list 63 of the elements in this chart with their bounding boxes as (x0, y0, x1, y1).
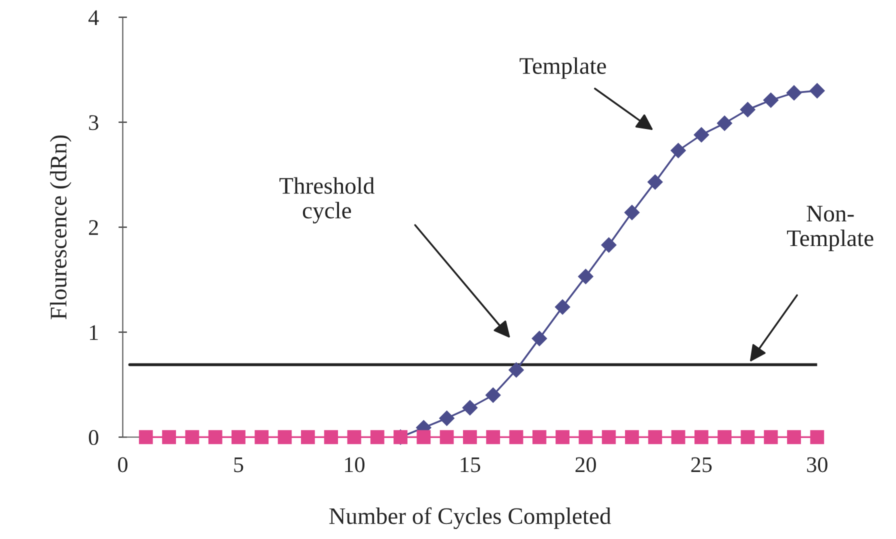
point (648, 430, 662, 444)
point (625, 430, 639, 444)
point (602, 430, 616, 444)
point (787, 430, 801, 444)
x-tick-label: 0 (118, 457, 128, 472)
point (763, 92, 778, 108)
annotation: Template (520, 57, 606, 79)
point (648, 174, 663, 190)
point (138, 430, 153, 444)
x-tick-label: 10 (345, 457, 364, 472)
point (601, 237, 616, 253)
point (185, 430, 200, 444)
point (300, 430, 315, 444)
x-tick-label: 5 (234, 457, 244, 472)
point (716, 116, 732, 131)
point (439, 410, 454, 426)
point (740, 102, 756, 118)
point (810, 83, 825, 98)
point (462, 400, 478, 416)
point (764, 430, 778, 444)
x-tick-label: 25 (691, 457, 712, 472)
point (554, 299, 570, 315)
point (208, 430, 222, 444)
point (486, 430, 500, 444)
point (718, 430, 732, 444)
y-tick-label: 0 (88, 430, 98, 446)
point (347, 430, 362, 444)
point (532, 430, 546, 444)
y-tick-label: 4 (88, 10, 99, 25)
point (486, 388, 501, 403)
point (162, 430, 176, 444)
point (670, 142, 686, 158)
y-tick-label: 2 (89, 220, 98, 235)
point (810, 430, 824, 444)
point (370, 430, 384, 444)
point (324, 430, 338, 444)
point (671, 430, 686, 444)
y-axis-title: Flourescence (dRn) (50, 135, 72, 320)
point (786, 85, 802, 100)
point (278, 430, 292, 444)
x-tick-label: 15 (460, 457, 480, 472)
y-tick-label: 1 (90, 325, 98, 340)
point (508, 362, 524, 378)
x-axis-title: Number of Cycles Completed (329, 507, 611, 529)
point (509, 430, 524, 444)
y-tick-label: 3 (89, 115, 98, 130)
point (624, 204, 640, 220)
point (416, 430, 431, 444)
point (440, 430, 454, 444)
point (556, 430, 570, 444)
point (463, 430, 477, 444)
point (578, 430, 593, 444)
annotation: Threshold cycle (279, 177, 374, 224)
point (694, 430, 708, 444)
x-tick-label: 30 (807, 457, 828, 472)
annotation: Non- Template (787, 206, 874, 252)
point (232, 430, 246, 444)
point (532, 330, 547, 346)
point (694, 127, 709, 142)
point (254, 430, 269, 444)
point (578, 268, 594, 284)
x-tick-label: 20 (576, 457, 596, 472)
point (740, 430, 755, 444)
